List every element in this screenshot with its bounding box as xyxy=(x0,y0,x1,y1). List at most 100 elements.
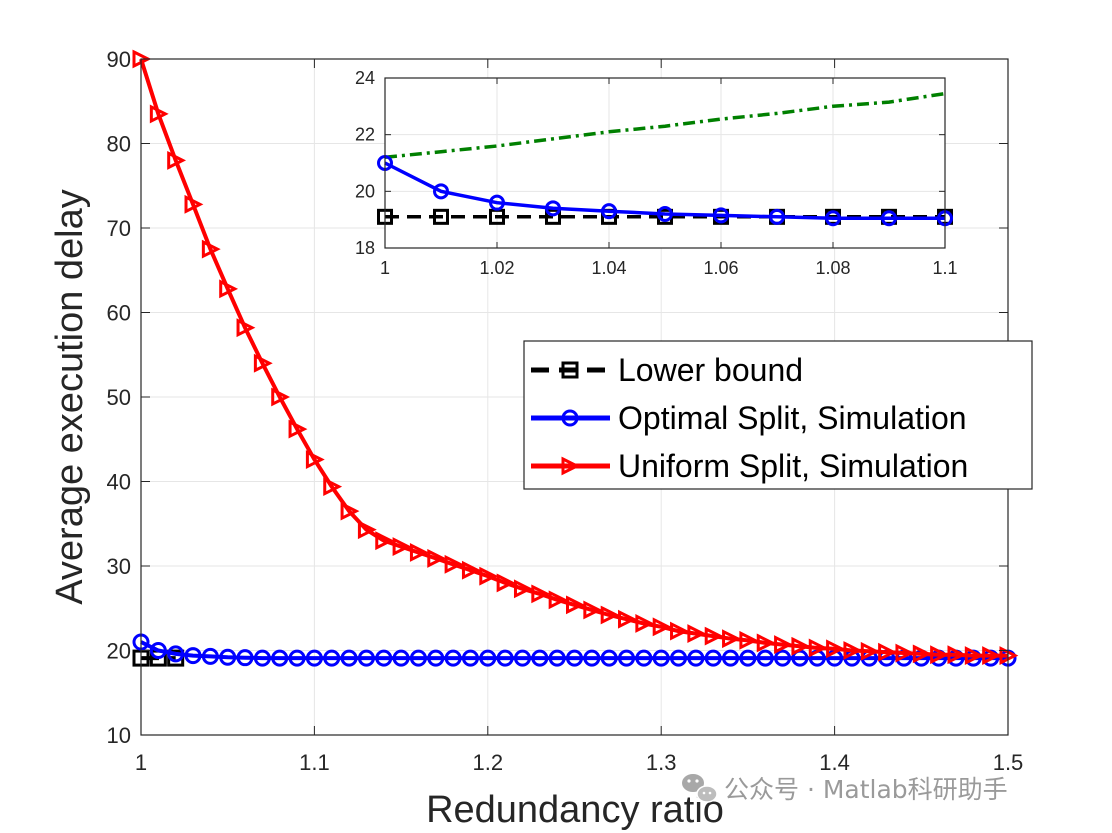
data-point xyxy=(236,318,256,338)
y-tick-label: 90 xyxy=(107,47,131,72)
legend-label: Lower bound xyxy=(618,352,803,388)
x-tick-label: 1.2 xyxy=(473,750,504,775)
data-point xyxy=(930,645,949,665)
data-point xyxy=(635,614,655,633)
data-point xyxy=(392,649,410,667)
data-point xyxy=(149,104,169,124)
data-point xyxy=(722,629,741,649)
data-point xyxy=(513,579,533,599)
data-point xyxy=(219,648,237,666)
inset-series-line-2 xyxy=(377,155,953,227)
data-point xyxy=(531,649,549,667)
data-point xyxy=(357,649,375,667)
data-point xyxy=(618,609,637,629)
data-point xyxy=(167,150,187,170)
data-point xyxy=(652,617,672,637)
data-point xyxy=(271,649,289,667)
data-point xyxy=(618,649,636,667)
data-point xyxy=(253,353,273,373)
data-point xyxy=(305,649,323,667)
data-point xyxy=(288,419,308,439)
data-point xyxy=(713,207,729,224)
legend-item: Uniform Split, Simulation xyxy=(531,448,968,484)
data-point xyxy=(825,210,841,227)
data-point xyxy=(774,649,792,667)
y-tick-label: 24 xyxy=(355,68,375,88)
data-point xyxy=(323,477,343,496)
data-point xyxy=(808,638,828,658)
data-point xyxy=(895,643,915,663)
data-point xyxy=(305,450,325,469)
data-point xyxy=(657,206,673,222)
data-point xyxy=(479,649,497,667)
data-point xyxy=(756,649,774,667)
x-tick-label: 1.1 xyxy=(932,258,957,278)
data-point xyxy=(774,635,793,655)
data-point xyxy=(219,279,239,299)
data-point xyxy=(548,649,566,667)
x-tick-label: 1.02 xyxy=(479,258,514,278)
data-point xyxy=(652,649,670,667)
data-point xyxy=(167,645,185,663)
y-axis-label: Average execution delay xyxy=(49,189,91,604)
data-point xyxy=(288,649,306,667)
watermark: 公众号 · Matlab科研助手 xyxy=(682,774,1008,804)
legend-item: Lower bound xyxy=(531,352,803,388)
data-point xyxy=(670,649,688,667)
data-point xyxy=(201,647,219,665)
data-point xyxy=(826,639,845,659)
data-point xyxy=(548,590,568,610)
y-tick-label: 10 xyxy=(107,723,131,748)
y-tick-label: 22 xyxy=(355,125,375,145)
data-point xyxy=(409,543,429,562)
data-point xyxy=(392,537,412,556)
data-point xyxy=(433,208,449,225)
data-point xyxy=(704,626,724,646)
data-point xyxy=(496,573,516,593)
data-point xyxy=(635,649,653,667)
x-tick-label: 1.5 xyxy=(993,750,1024,775)
data-point xyxy=(722,649,740,667)
data-point xyxy=(531,584,551,604)
data-point xyxy=(912,644,932,664)
data-point xyxy=(444,649,462,667)
data-point xyxy=(601,203,617,220)
data-point xyxy=(357,520,377,540)
data-point xyxy=(444,554,464,574)
legend: Lower bound Optimal Split, Simulation Unif… xyxy=(523,340,1033,490)
data-point xyxy=(489,194,505,211)
y-tick-label: 60 xyxy=(107,301,131,326)
data-point xyxy=(687,649,705,667)
data-point xyxy=(513,649,531,667)
x-axis-label: Redundancy ratio xyxy=(426,789,724,831)
data-point xyxy=(545,200,561,217)
data-point xyxy=(704,649,722,667)
data-point xyxy=(687,624,707,644)
legend-marker xyxy=(561,409,579,427)
data-point xyxy=(496,649,514,667)
data-point xyxy=(409,649,427,667)
data-point xyxy=(184,194,204,214)
data-point xyxy=(878,642,897,662)
inset-axes-frame xyxy=(384,77,946,249)
legend-label: Optimal Split, Simulation xyxy=(618,400,967,436)
data-point xyxy=(982,646,1002,665)
wechat-icon xyxy=(682,774,718,803)
legend-label: Uniform Split, Simulation xyxy=(618,448,968,484)
data-point xyxy=(433,183,449,200)
legend-item: Optimal Split, Simulation xyxy=(531,400,967,436)
data-point xyxy=(461,649,479,667)
data-point xyxy=(791,636,811,656)
x-tick-label: 1 xyxy=(135,750,147,775)
data-point xyxy=(375,531,395,551)
data-point xyxy=(881,210,897,227)
data-point xyxy=(201,239,221,259)
data-point xyxy=(340,649,358,667)
data-point xyxy=(739,649,757,667)
data-point xyxy=(769,208,785,225)
watermark-text: 公众号 · Matlab科研助手 xyxy=(724,775,1008,804)
inset-series-line-0 xyxy=(384,91,946,160)
data-point xyxy=(583,649,601,667)
y-tick-label: 30 xyxy=(107,554,131,579)
series-line xyxy=(384,91,946,160)
